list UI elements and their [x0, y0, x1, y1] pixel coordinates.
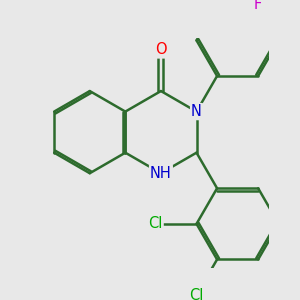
Text: Cl: Cl: [189, 287, 204, 300]
Text: O: O: [155, 43, 167, 58]
Text: N: N: [191, 104, 202, 119]
Text: Cl: Cl: [148, 216, 163, 231]
Text: NH: NH: [150, 166, 172, 181]
Text: F: F: [254, 0, 262, 12]
